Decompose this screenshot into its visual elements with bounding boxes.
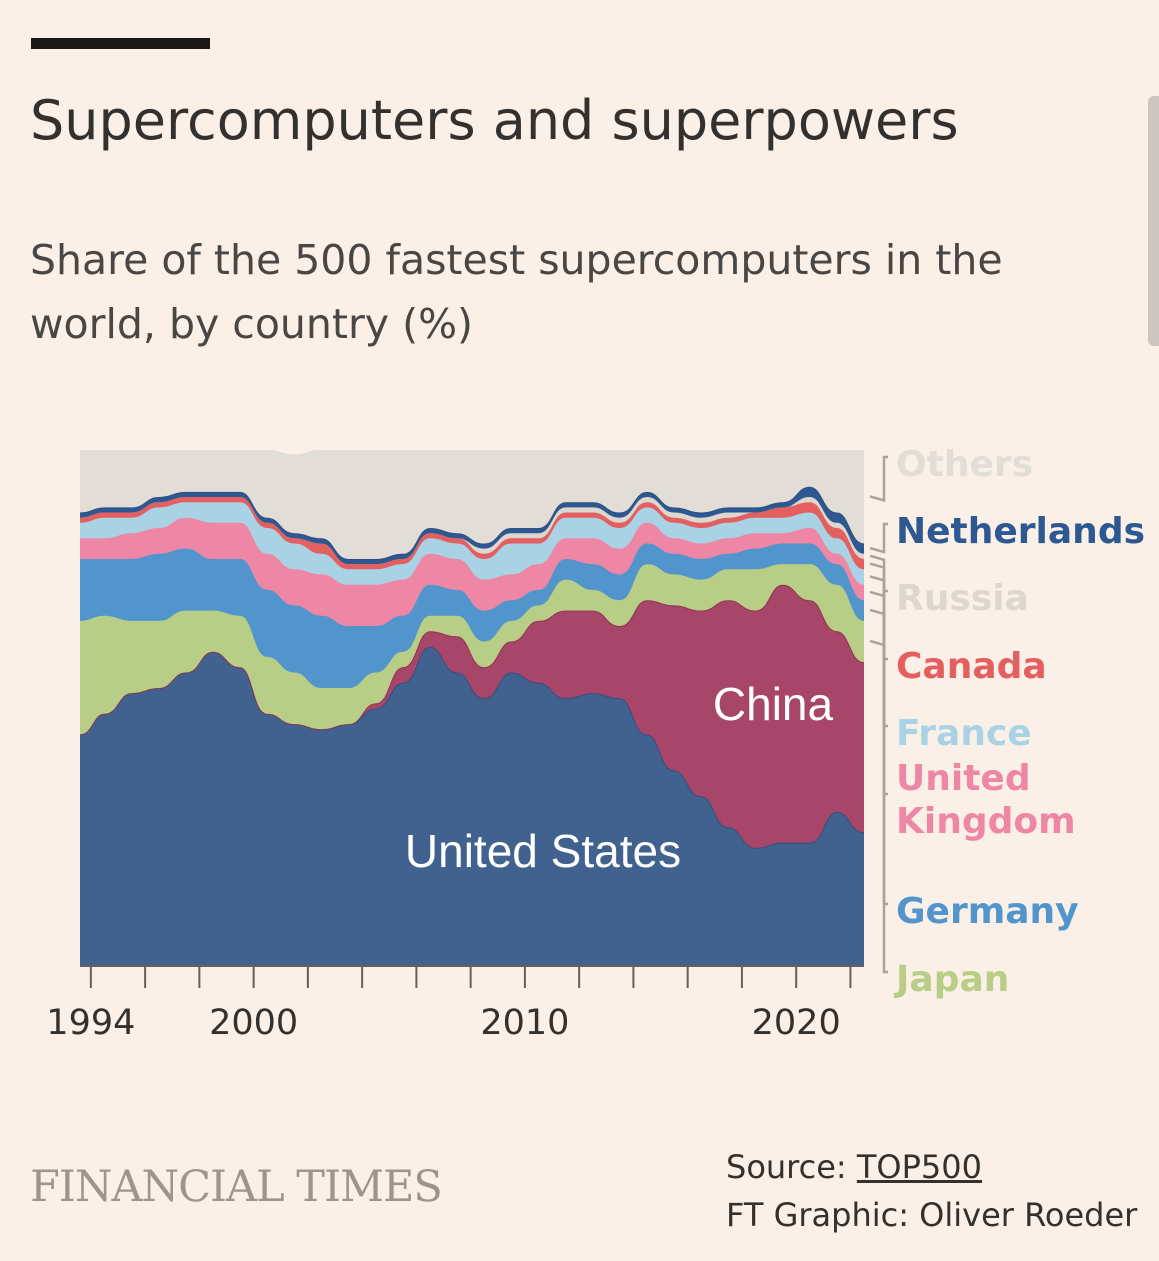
legend-connector-netherlands: [869, 522, 888, 554]
annotation-united-states: United States: [405, 825, 681, 877]
legend-connector-france: [869, 575, 888, 728]
legend-connector-japan: [869, 639, 888, 974]
legend-label-netherlands: Netherlands: [896, 511, 1145, 552]
legend-label-others: Others: [896, 444, 1033, 485]
source-prefix: Source:: [726, 1148, 857, 1186]
page-title: Supercomputers and superpowers: [30, 89, 959, 152]
graphic-credit: FT Graphic: Oliver Roeder: [726, 1196, 1138, 1234]
x-tick-label: 2020: [752, 1003, 841, 1043]
x-tick-label: 2000: [209, 1003, 298, 1043]
header-rule: [31, 38, 210, 49]
legend-connector-germany: [869, 608, 888, 906]
legend-connector-others: [869, 455, 888, 503]
stacked-area-chart: 1994 2000 2010 2020 China United States Others…: [46, 444, 1145, 1043]
legend-label-canada: Canada: [896, 646, 1047, 687]
chart-subtitle: Share of the 500 fastest supercomputers …: [30, 236, 1003, 348]
x-tick-label: 1994: [46, 1003, 135, 1043]
x-tick-label: 2010: [480, 1003, 569, 1043]
legend-label-germany: Germany: [896, 891, 1079, 932]
annotation-china: China: [713, 678, 834, 730]
legend-connector-united-kingdom: [869, 590, 888, 796]
ft-logo: FINANCIAL TIMES: [30, 1162, 443, 1212]
legend-label-united-kingdom: United Kingdom: [896, 758, 1076, 842]
source-credit: Source: TOP500 FT Graphic: Oliver Roeder: [726, 1143, 1137, 1239]
source-link[interactable]: TOP500: [856, 1148, 982, 1186]
legend-connector-russia: [869, 554, 888, 593]
legend-label-japan: Japan: [893, 959, 1009, 1000]
scrollbar[interactable]: [1148, 96, 1159, 346]
legend-label-france: France: [896, 713, 1032, 754]
area-others: [80, 450, 864, 559]
legend-label-russia: Russia: [896, 578, 1029, 619]
